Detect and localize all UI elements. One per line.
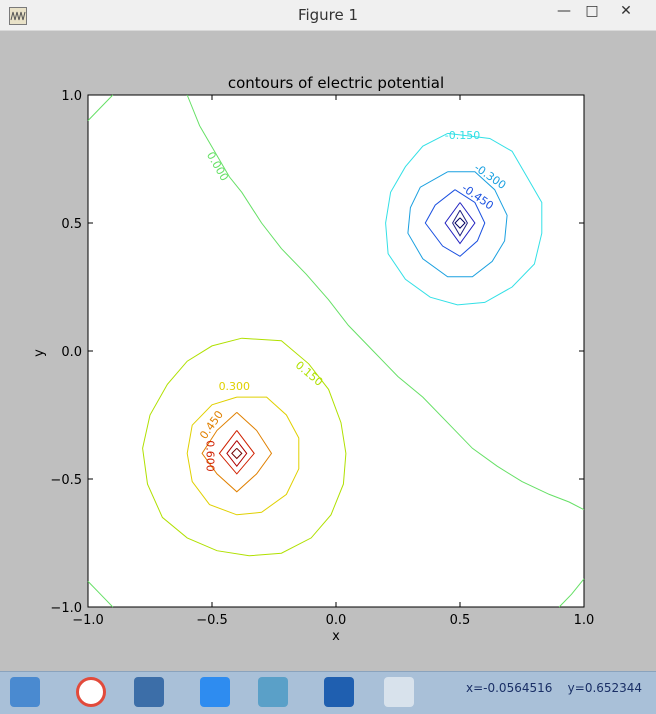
axes-frame <box>87 94 585 608</box>
python-icon[interactable] <box>134 677 164 707</box>
y-tick-label-0: −1.0 <box>50 601 82 616</box>
contour-line-7 <box>186 94 585 511</box>
y-tick-label-2: 0.0 <box>61 345 82 360</box>
minimize-button[interactable]: — <box>557 3 571 19</box>
contour-line-2 <box>424 189 486 257</box>
maximize-button[interactable]: □ <box>585 3 599 19</box>
x-tick-label-0: −1.0 <box>72 613 104 628</box>
taskbar <box>0 671 656 714</box>
cursor-y: y=0.652344 <box>567 681 643 695</box>
contour-line-1 <box>407 171 508 278</box>
contour-line-4 <box>452 209 468 237</box>
autodesk-icon[interactable] <box>324 677 354 707</box>
contour-line-6 <box>87 94 114 121</box>
x-tick-label-1: −0.5 <box>196 613 228 628</box>
x-axis-label: x <box>332 629 340 644</box>
matplotlib-app-icon <box>9 7 27 25</box>
contour-label-7: 0.600 <box>204 440 217 472</box>
cursor-x: x=-0.0564516 <box>466 681 553 695</box>
contour-line-15 <box>231 447 243 460</box>
contour-line-14 <box>226 440 248 468</box>
image-viewer-icon[interactable] <box>258 677 288 707</box>
y-tick-label-3: 0.5 <box>61 217 82 232</box>
contour-line-8 <box>87 581 114 608</box>
cursor-coordinates: x=-0.0564516 y=0.652344 <box>466 681 642 695</box>
figure-thumbnail-icon[interactable] <box>384 677 414 707</box>
x-tick-label-2: 0.0 <box>326 613 347 628</box>
contour-line-12 <box>201 412 273 493</box>
explorer-icon[interactable] <box>10 677 40 707</box>
contour-line-5 <box>454 217 466 229</box>
contour-label-5: 0.300 <box>219 380 251 393</box>
contour-plot: contours of electric potential x y -0.15… <box>8 31 648 671</box>
contour-line-10 <box>142 337 347 557</box>
contour-line-13 <box>218 430 255 475</box>
contour-line-11 <box>186 396 300 516</box>
chrome-icon[interactable] <box>76 677 106 707</box>
contour-line-0 <box>385 132 543 306</box>
wps-icon[interactable] <box>200 677 230 707</box>
contour-label-0: -0.150 <box>445 129 480 142</box>
contour-line-9 <box>558 578 585 608</box>
figure-canvas[interactable]: contours of electric potential x y -0.15… <box>8 31 648 671</box>
chart-title: contours of electric potential <box>228 74 444 92</box>
contour-line-3 <box>444 202 476 245</box>
y-tick-label-4: 1.0 <box>61 89 82 104</box>
window-title: Figure 1 <box>297 6 359 24</box>
x-tick-label-4: 1.0 <box>574 613 595 628</box>
x-tick-label-3: 0.5 <box>450 613 471 628</box>
close-button[interactable]: ✕ <box>620 3 632 19</box>
window-titlebar: Figure 1 — □ ✕ <box>0 0 656 31</box>
y-tick-label-1: −0.5 <box>50 473 82 488</box>
y-axis-label: y <box>32 349 47 357</box>
